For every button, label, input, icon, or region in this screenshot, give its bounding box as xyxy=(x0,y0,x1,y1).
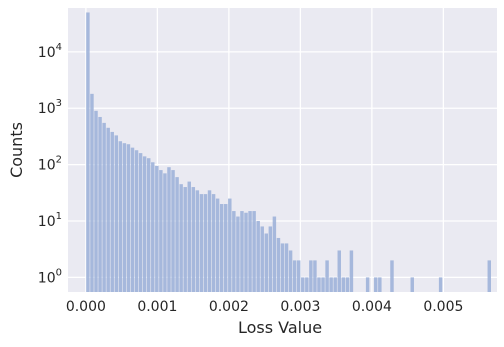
histogram-bar-10 xyxy=(126,144,131,292)
histogram-bar-13 xyxy=(138,153,143,292)
histogram-bar-60 xyxy=(329,277,333,292)
histogram-bar-35 xyxy=(228,198,232,292)
histogram-bar-45 xyxy=(268,226,273,292)
histogram-bar-24 xyxy=(183,187,187,292)
histogram-bar-29 xyxy=(203,194,208,292)
histogram-bar-52 xyxy=(296,260,301,292)
histogram-bar-46 xyxy=(272,216,277,292)
x-tick-label-1: 0.001 xyxy=(137,299,177,315)
histogram-bar-11 xyxy=(130,147,135,292)
histogram-bar-66 xyxy=(365,277,370,292)
histogram-bar-55 xyxy=(309,260,313,292)
histogram-bar-21 xyxy=(171,170,175,292)
x-tick-label-0: 0.000 xyxy=(66,299,106,315)
y-tick-label-2: 102 xyxy=(38,155,62,174)
histogram-bar-33 xyxy=(219,204,224,292)
histogram-bar-38 xyxy=(240,211,244,292)
histogram-bar-61 xyxy=(333,277,337,292)
histogram-bar-3 xyxy=(98,116,102,292)
histogram-bar-6 xyxy=(110,131,114,292)
histogram-bar-4 xyxy=(102,122,106,292)
histogram-bar-26 xyxy=(191,187,196,292)
histogram-bar-49 xyxy=(284,243,289,292)
histogram-bar-69 xyxy=(390,260,394,292)
histogram-bar-17 xyxy=(155,165,159,292)
histogram-bar-12 xyxy=(134,150,139,292)
histogram-bar-23 xyxy=(179,184,183,292)
histogram-bar-64 xyxy=(345,277,350,292)
histogram-bar-0 xyxy=(86,12,90,293)
histogram-bar-47 xyxy=(276,237,281,292)
histogram-bar-18 xyxy=(159,170,163,292)
histogram-bar-56 xyxy=(313,260,317,292)
histogram-bar-15 xyxy=(146,158,151,292)
histogram-bar-50 xyxy=(288,250,293,292)
histogram-bar-68 xyxy=(378,277,382,292)
x-axis-label: Loss Value xyxy=(238,318,322,337)
x-tick-label-4: 0.004 xyxy=(352,299,392,315)
x-tick-labels: 0.000 0.001 0.002 0.003 0.004 0.005 xyxy=(66,299,464,315)
histogram-bar-43 xyxy=(260,226,264,292)
histogram-bar-70 xyxy=(410,277,414,292)
histogram-bar-2 xyxy=(94,110,98,292)
x-tick-label-5: 0.005 xyxy=(423,299,463,315)
histogram-bar-37 xyxy=(236,216,240,292)
histogram-bar-62 xyxy=(337,250,341,292)
histogram-bar-57 xyxy=(317,277,321,292)
histogram-bar-30 xyxy=(207,190,212,292)
histogram-bars xyxy=(86,12,492,293)
histogram-bar-41 xyxy=(252,211,256,292)
histogram-bar-22 xyxy=(175,177,179,292)
histogram-bar-63 xyxy=(341,277,346,292)
histogram-bar-44 xyxy=(264,233,269,292)
y-tick-label-1: 101 xyxy=(38,211,62,230)
x-tick-label-3: 0.003 xyxy=(280,299,320,315)
histogram-bar-27 xyxy=(195,190,200,292)
y-tick-label-3: 103 xyxy=(38,98,62,117)
y-axis-label: Counts xyxy=(7,122,26,178)
histogram-bar-59 xyxy=(325,260,329,292)
histogram-bar-8 xyxy=(118,141,123,292)
histogram-bar-25 xyxy=(187,181,191,292)
histogram-bar-71 xyxy=(438,277,443,292)
histogram-bar-39 xyxy=(244,212,248,292)
histogram-bar-54 xyxy=(305,277,309,292)
histogram-bar-65 xyxy=(349,250,354,292)
histogram-bar-51 xyxy=(292,260,297,292)
histogram-bar-34 xyxy=(224,204,228,292)
y-tick-label-4: 104 xyxy=(38,42,62,61)
histogram-bar-7 xyxy=(114,135,119,292)
histogram-bar-14 xyxy=(142,156,147,292)
x-tick-label-2: 0.002 xyxy=(209,299,249,315)
histogram-bar-19 xyxy=(163,173,167,292)
histogram-bar-28 xyxy=(199,194,204,292)
histogram-bar-67 xyxy=(374,277,378,292)
histogram-bar-36 xyxy=(232,211,236,292)
histogram-bar-16 xyxy=(151,162,155,292)
histogram-bar-1 xyxy=(90,93,94,292)
histogram-bar-40 xyxy=(248,211,252,292)
y-tick-labels: 100 101 102 103 104 xyxy=(38,42,62,286)
histogram-bar-32 xyxy=(215,198,220,292)
histogram-bar-9 xyxy=(122,143,127,292)
histogram-bar-20 xyxy=(167,167,171,292)
histogram-bar-31 xyxy=(211,194,216,292)
histogram-bar-5 xyxy=(106,127,110,293)
histogram-bar-58 xyxy=(321,277,325,292)
y-tick-label-0: 100 xyxy=(38,267,62,286)
histogram-bar-48 xyxy=(280,243,285,292)
histogram-bar-72 xyxy=(487,260,492,292)
histogram-bar-42 xyxy=(256,220,260,292)
histogram-bar-53 xyxy=(301,277,305,292)
